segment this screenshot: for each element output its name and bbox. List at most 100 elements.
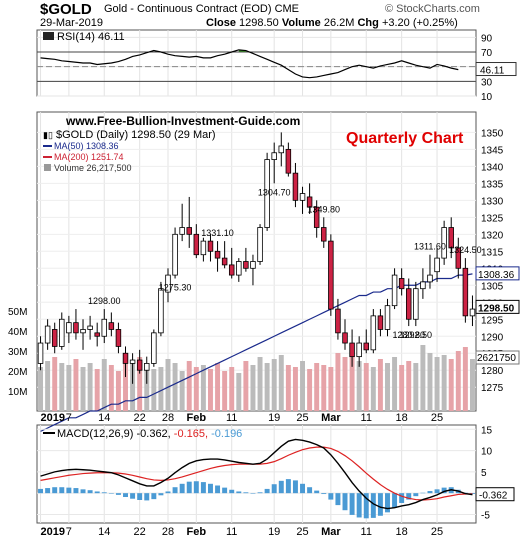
rsi-y-tick-label: 10 bbox=[481, 92, 493, 103]
candle-body bbox=[342, 332, 348, 344]
price-y-tick-label: 1305 bbox=[481, 281, 504, 292]
candle-body bbox=[172, 233, 178, 276]
macd-histogram-bar bbox=[413, 493, 419, 497]
volume-bar bbox=[137, 357, 143, 411]
rsi-y-tick-label: 30 bbox=[481, 77, 493, 88]
macd-value-badge bbox=[475, 487, 515, 502]
price-point-label: 1324.50 bbox=[449, 245, 482, 255]
volume-bar bbox=[441, 355, 447, 411]
macd-x-tick-label: Feb bbox=[187, 526, 207, 538]
price-x-tick-label: 2019 bbox=[41, 412, 65, 424]
macd-histogram-bar bbox=[215, 485, 221, 494]
macd-histogram-bar bbox=[38, 488, 44, 494]
rsi-y-tick-label: 70 bbox=[481, 48, 493, 59]
macd-histogram-bar bbox=[285, 479, 291, 494]
candle-body bbox=[356, 342, 362, 358]
macd-histogram-bar bbox=[229, 489, 235, 494]
macd-histogram-bar bbox=[307, 487, 313, 494]
stockcharts-brand[interactable]: © StockCharts.com bbox=[385, 3, 480, 15]
macd-histogram-bar bbox=[420, 492, 426, 494]
macd-value-badge-text: -0.362 bbox=[479, 491, 508, 502]
macd-histogram-bar bbox=[165, 491, 171, 494]
contract-name: Gold - Continuous Contract (EOD) CME bbox=[104, 3, 299, 15]
candle-body bbox=[328, 240, 334, 310]
price-x-tick-label: 7 bbox=[66, 412, 72, 424]
volume-bar bbox=[292, 367, 298, 411]
legend-entry: $GOLD (Daily) 1298.50 (29 Mar) bbox=[56, 129, 216, 141]
candle-body bbox=[151, 332, 157, 364]
candle-body bbox=[59, 318, 65, 347]
volume-bar bbox=[349, 349, 355, 411]
candle-body bbox=[448, 227, 454, 249]
rsi-label: RSI(14) 46.11 bbox=[57, 31, 125, 43]
candle-body bbox=[115, 329, 122, 347]
candle-body bbox=[321, 227, 327, 242]
candle-body bbox=[455, 247, 462, 269]
volume-bar bbox=[45, 361, 51, 411]
candle-body bbox=[158, 288, 164, 334]
volume-bar bbox=[385, 363, 390, 411]
volume-bar bbox=[363, 363, 369, 411]
macd-histogram-bar bbox=[186, 481, 192, 494]
candle-body bbox=[228, 264, 235, 276]
macd-label-part: -0.362, bbox=[136, 428, 173, 440]
price-y-tick-label: 1320 bbox=[481, 230, 504, 241]
volume-value: 26.2M bbox=[323, 17, 355, 29]
candle-body bbox=[278, 145, 285, 154]
chart-symbol: $GOLD bbox=[40, 1, 92, 18]
candle-body bbox=[257, 227, 263, 262]
macd-x-tick-label: 7 bbox=[66, 526, 72, 538]
candle-body bbox=[179, 227, 185, 235]
macd-histogram-bar bbox=[342, 493, 348, 511]
price-y-tick-label: 1340 bbox=[481, 162, 504, 173]
volume-bar bbox=[377, 359, 383, 411]
ma50-badge-text: 1308.36 bbox=[478, 270, 515, 281]
candle-body bbox=[186, 227, 192, 235]
macd-panel-frame bbox=[36, 424, 477, 524]
candle-body bbox=[462, 267, 469, 317]
macd-label-part: MACD(12,26,9) bbox=[57, 428, 136, 440]
volume-bar bbox=[448, 359, 454, 411]
close-value: 1298.50 bbox=[239, 17, 279, 29]
macd-histogram-bar bbox=[292, 480, 298, 494]
price-x-tick-label: 28 bbox=[162, 412, 174, 424]
candle-body bbox=[37, 342, 44, 364]
macd-histogram-bar bbox=[377, 493, 383, 516]
volume-bar bbox=[406, 361, 412, 411]
volume-bar bbox=[94, 369, 100, 411]
volume-bar bbox=[243, 361, 249, 411]
candle-body bbox=[349, 342, 355, 358]
macd-histogram-bar bbox=[193, 481, 199, 494]
macd-y-tick-label: -5 bbox=[481, 510, 490, 521]
legend-entry: MA(200) 1251.74 bbox=[54, 152, 124, 162]
macd-histogram-bar bbox=[243, 492, 249, 494]
candle-body bbox=[299, 193, 306, 201]
candle-body bbox=[271, 152, 277, 160]
ma50-badge bbox=[475, 266, 520, 281]
macd-x-tick-label: 22 bbox=[134, 526, 146, 538]
rsi-value-badge bbox=[475, 62, 517, 77]
price-y-tick-label: 1315 bbox=[481, 247, 504, 258]
macd-histogram-bar bbox=[73, 488, 79, 494]
macd-histogram-bar bbox=[271, 484, 277, 494]
volume-bar bbox=[144, 365, 150, 411]
price-x-tick-label: Feb bbox=[187, 412, 207, 424]
candle-body bbox=[370, 315, 377, 351]
macd-label: MACD(12,26,9) -0.362, -0.165, -0.196 bbox=[57, 428, 242, 440]
macd-histogram-bar bbox=[349, 493, 355, 515]
volume-y-tick-label: 40M bbox=[8, 327, 27, 338]
macd-histogram-bar bbox=[314, 490, 320, 494]
macd-histogram-bar bbox=[385, 493, 390, 513]
macd-histogram-bar bbox=[441, 487, 447, 494]
candle-body bbox=[165, 274, 171, 293]
volume-bar bbox=[38, 367, 44, 411]
macd-x-tick-label: 25 bbox=[431, 526, 443, 538]
volume-bar bbox=[130, 361, 136, 411]
price-y-tick-label: 1280 bbox=[481, 366, 504, 377]
macd-line bbox=[40, 438, 473, 510]
price-x-tick-label: 11 bbox=[226, 412, 237, 424]
price-y-tick-label: 1335 bbox=[481, 179, 504, 190]
rsi-legend-swatch bbox=[43, 32, 54, 40]
candle-body bbox=[136, 359, 143, 371]
